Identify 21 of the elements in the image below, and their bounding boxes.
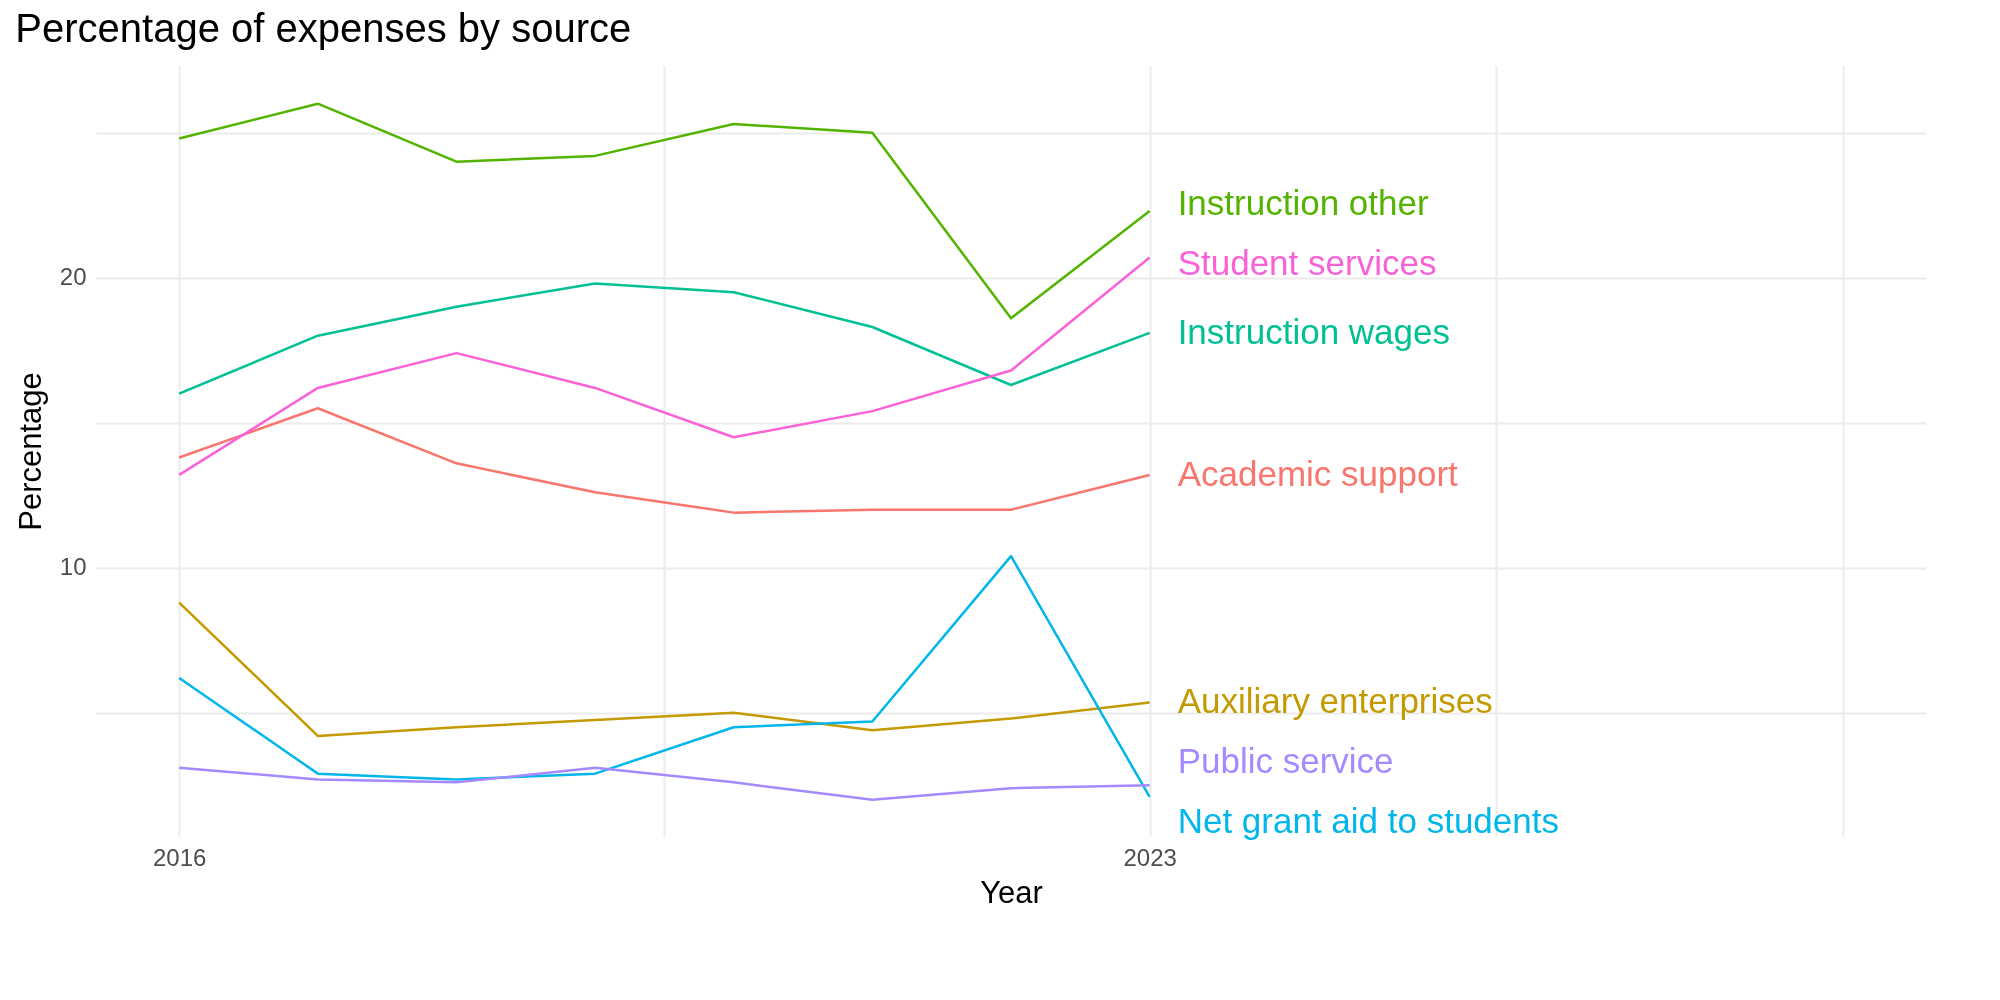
series-label: Instruction wages [1177,311,1451,351]
x-tick-label: 2023 [1123,843,1177,871]
line-series [177,256,1151,477]
series-label: Student services [1177,243,1437,283]
y-tick-label: 20 [59,263,87,291]
series-label: Public service [1177,740,1394,780]
line-series [177,554,1151,799]
series-label: Instruction other [1177,183,1429,223]
line-series [177,102,1151,320]
series-label: Academic support [1177,453,1459,493]
x-tick-label: 2016 [152,843,207,871]
series-label: Auxiliary enterprises [1177,680,1493,720]
line-series [177,406,1151,514]
x-axis-title: Year [980,874,1043,910]
line-series [177,282,1151,395]
chart-title: Percentage of expenses by source [15,6,632,50]
line-series [177,766,1151,801]
y-tick-label: 10 [59,553,87,581]
series-label: Net grant aid to students [1177,800,1559,840]
y-axis-title: Percentage [12,372,48,531]
line-series [177,601,1151,738]
